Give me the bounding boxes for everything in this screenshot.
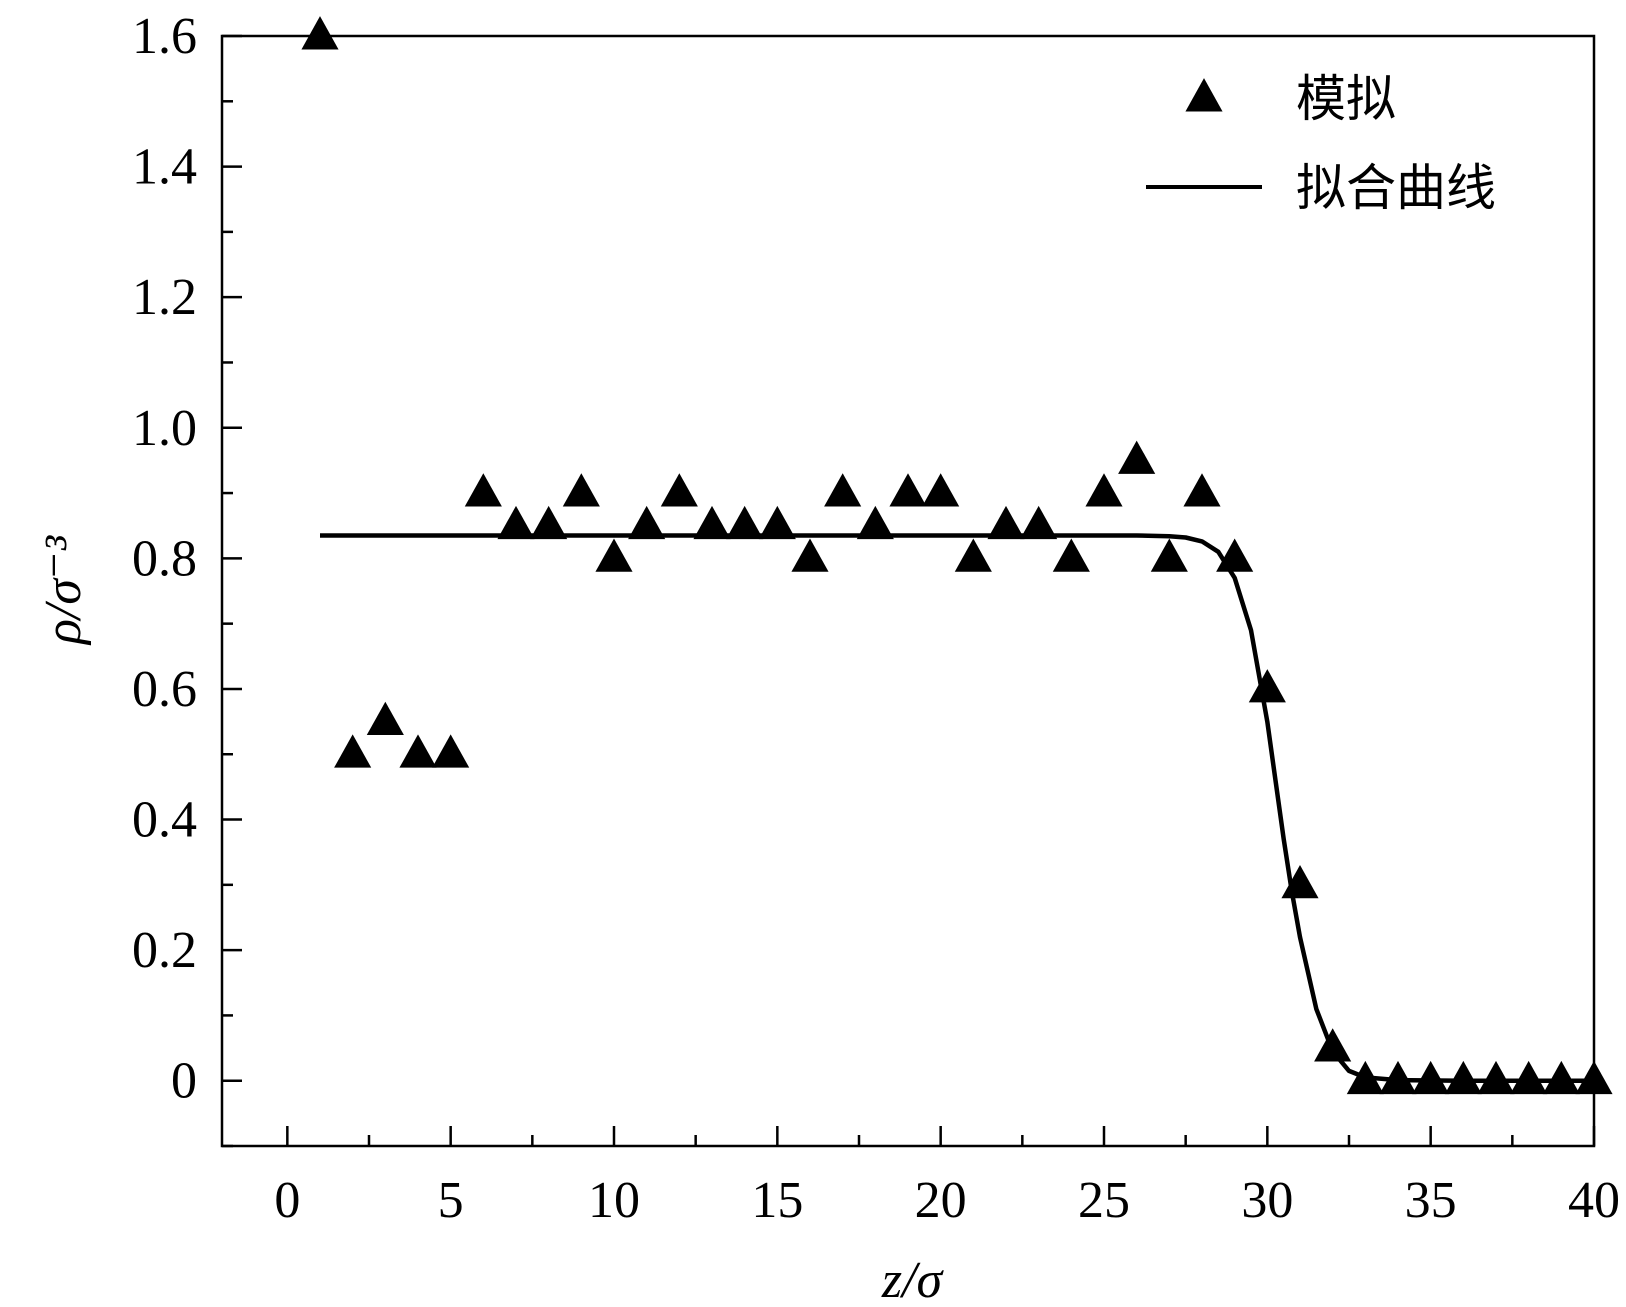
y-tick-label: 0.6	[132, 661, 197, 718]
fit-curve-layer	[320, 533, 1594, 1083]
x-tick-label: 30	[1241, 1172, 1293, 1229]
legend: 模拟 拟合曲线	[1146, 70, 1496, 217]
data-point-triangle	[1052, 538, 1090, 572]
data-points-layer	[301, 16, 1613, 1095]
x-tick-label: 10	[588, 1172, 640, 1229]
x-tick-label: 35	[1405, 1172, 1457, 1229]
data-point-triangle	[1150, 538, 1188, 572]
data-point-triangle	[1510, 1060, 1548, 1095]
plot-frame	[220, 34, 1596, 1148]
data-point-triangle	[562, 473, 600, 507]
x-tick-label: 40	[1568, 1172, 1620, 1229]
data-point-triangle	[1183, 473, 1221, 507]
y-tick-label: 0.4	[132, 792, 197, 849]
data-point-triangle	[1118, 440, 1156, 474]
legend-label-fit: 拟合曲线	[1296, 159, 1496, 217]
y-tick-label: 1.2	[132, 269, 197, 326]
data-point-triangle	[595, 538, 633, 572]
data-point-triangle	[334, 734, 372, 768]
x-tick-label: 25	[1078, 1172, 1130, 1229]
data-point-triangle	[1248, 669, 1286, 703]
data-point-triangle	[497, 505, 535, 540]
y-axis-title: ρ/σ⁻³	[35, 535, 92, 646]
data-point-triangle	[366, 701, 404, 736]
data-point-triangle	[954, 538, 992, 572]
data-point-triangle	[301, 16, 339, 50]
fit-curve-line	[320, 533, 1594, 1083]
plot-border	[220, 34, 1596, 1148]
data-point-triangle	[628, 505, 666, 540]
data-point-triangle	[824, 473, 862, 507]
data-point-triangle	[1020, 505, 1058, 540]
y-tick-label: 1.4	[132, 139, 197, 196]
data-point-triangle	[856, 505, 894, 540]
x-tick-label: 0	[274, 1172, 300, 1229]
data-point-triangle	[1346, 1060, 1384, 1095]
data-point-triangle	[1314, 1028, 1352, 1062]
x-tick-label: 20	[915, 1172, 967, 1229]
y-axis: 0 0.2 0.4 0.6 0.8 1.0 1.2 1.4 1.6	[132, 8, 242, 1148]
data-point-triangle	[791, 538, 829, 572]
data-point-triangle	[530, 505, 568, 540]
y-tick-label: 0	[171, 1053, 197, 1110]
data-point-triangle	[1542, 1060, 1580, 1095]
y-tick-label: 1.0	[132, 400, 197, 457]
x-axis: 0 5 10 15 20 25 30 35 40	[274, 1126, 1620, 1229]
data-point-triangle	[1379, 1060, 1417, 1095]
y-tick-label: 0.8	[132, 530, 197, 587]
y-tick-label: 0.2	[132, 922, 197, 979]
data-point-triangle	[1085, 473, 1123, 507]
y-tick-label: 1.6	[132, 8, 197, 65]
data-point-triangle	[758, 505, 796, 540]
data-point-triangle	[464, 473, 502, 507]
data-point-triangle	[1477, 1060, 1515, 1095]
legend-triangle-marker	[1185, 78, 1223, 112]
x-tick-label: 5	[438, 1172, 464, 1229]
data-point-triangle	[1575, 1060, 1613, 1095]
data-point-triangle	[1412, 1060, 1450, 1095]
data-point-triangle	[726, 505, 764, 540]
data-point-triangle	[1281, 864, 1319, 899]
data-point-triangle	[693, 505, 731, 540]
x-tick-label: 15	[751, 1172, 803, 1229]
data-point-triangle	[660, 473, 698, 507]
data-point-triangle	[1216, 538, 1254, 572]
data-point-triangle	[1444, 1060, 1482, 1095]
data-point-triangle	[889, 473, 927, 507]
data-point-triangle	[987, 505, 1025, 540]
data-point-triangle	[399, 734, 437, 768]
data-point-triangle	[922, 473, 960, 507]
legend-label-simulation: 模拟	[1296, 70, 1396, 128]
x-axis-title: z/σ	[881, 1252, 945, 1307]
data-point-triangle	[432, 734, 470, 768]
